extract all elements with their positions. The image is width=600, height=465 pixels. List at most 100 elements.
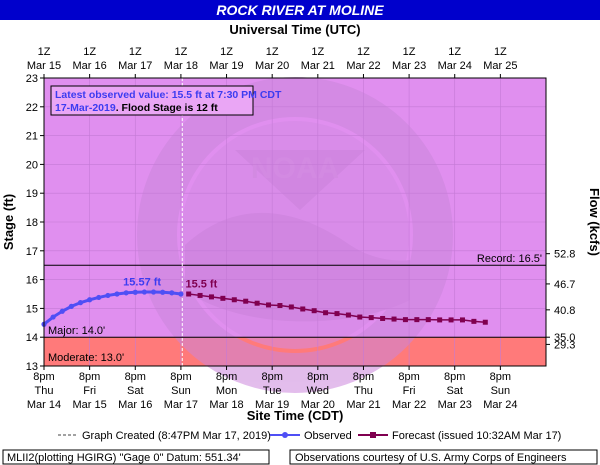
top-tick-utc: 1Z	[83, 46, 96, 58]
footer-credit: Observations courtesy of U.S. Army Corps…	[295, 452, 567, 464]
top-tick-date: Mar 19	[209, 60, 243, 72]
legend: Graph Created (8:47PM Mar 17, 2019) Obse…	[58, 430, 561, 442]
forecast-point	[288, 304, 294, 310]
top-tick-utc: 1Z	[266, 46, 279, 58]
y-tick-label: 20	[26, 159, 38, 171]
x-tick-date: Mar 19	[255, 399, 289, 411]
observed-point	[105, 292, 111, 299]
flood-stage-note: . Flood Stage is 12 ft	[116, 102, 219, 114]
forecast-point	[254, 300, 260, 306]
x-tick-weekday: Fri	[403, 385, 416, 397]
x-tick-time: 8pm	[261, 371, 282, 383]
x-tick-weekday: Mon	[216, 385, 237, 397]
forecast-point	[448, 317, 454, 323]
observed-point	[132, 289, 138, 295]
top-tick-date: Mar 17	[118, 60, 152, 72]
x-tick-date: Mar 23	[438, 399, 472, 411]
svg-text:NOAA: NOAA	[251, 152, 339, 185]
forecast-point	[231, 297, 237, 303]
noaa-logo-watermark: NOAA	[137, 77, 453, 393]
y-tick-label: 13	[26, 361, 38, 373]
legend-observed-label: Observed	[304, 430, 352, 442]
observed-point	[123, 290, 129, 296]
bottom-axis-title: Site Time (CDT)	[247, 408, 344, 423]
top-tick-date: Mar 18	[164, 60, 198, 72]
x-tick-weekday: Sun	[171, 385, 191, 397]
legend-forecast-dot	[370, 432, 376, 438]
x-tick-time: 8pm	[125, 371, 146, 383]
forecast-point	[345, 312, 351, 318]
x-tick-weekday: Fri	[83, 385, 96, 397]
forecast-point	[266, 302, 272, 308]
forecast-point	[311, 308, 317, 314]
forecast-point	[357, 314, 363, 320]
observed-point	[169, 290, 175, 296]
title-bar	[0, 0, 600, 20]
forecast-point	[300, 306, 306, 312]
legend-observed-dot	[282, 432, 288, 438]
top-tick-date: Mar 23	[392, 60, 426, 72]
x-tick-time: 8pm	[490, 371, 511, 383]
y-tick-label: 18	[26, 217, 38, 229]
y-tick-label: 19	[26, 188, 38, 200]
top-axis-title: Universal Time (UTC)	[229, 22, 360, 37]
y-tick-label: 21	[26, 131, 38, 143]
forecast-point	[459, 317, 465, 323]
forecast-point	[437, 317, 443, 323]
y-tick-label: 17	[26, 246, 38, 258]
x-tick-time: 8pm	[444, 371, 465, 383]
forecast-point	[243, 298, 249, 304]
x-tick-date: Mar 21	[346, 399, 380, 411]
forecast-point	[186, 291, 192, 297]
x-tick-time: 8pm	[33, 371, 54, 383]
y-tick-label: 15	[26, 303, 38, 315]
top-tick-utc: 1Z	[129, 46, 142, 58]
top-tick-utc: 1Z	[403, 46, 416, 58]
top-tick-date: Mar 24	[438, 60, 472, 72]
top-tick-utc: 1Z	[494, 46, 507, 58]
forecast-point	[208, 294, 214, 300]
forecast-point	[220, 295, 226, 301]
threshold-label-major: Major: 14.0'	[48, 325, 105, 337]
observed-point	[114, 291, 120, 297]
y-axis-title: Stage (ft)	[1, 194, 16, 250]
observed-point	[77, 300, 84, 306]
top-tick-date: Mar 25	[483, 60, 517, 72]
y2-tick-label: 29.3	[554, 339, 575, 351]
x-tick-time: 8pm	[353, 371, 374, 383]
x-tick-time: 8pm	[307, 371, 328, 383]
x-tick-weekday: Tue	[263, 385, 282, 397]
top-tick-utc: 1Z	[448, 46, 461, 58]
observed-point	[150, 289, 157, 295]
top-tick-utc: 1Z	[174, 46, 187, 58]
forecast-point	[425, 317, 431, 323]
x-tick-date: Mar 15	[73, 399, 107, 411]
x-tick-date: Mar 16	[118, 399, 152, 411]
forecast-point	[197, 292, 203, 298]
footer-left-box	[2, 449, 270, 465]
y2-tick-label: 40.8	[554, 305, 575, 317]
observed-value-label: 15.57 ft	[123, 277, 161, 289]
y-tick-label: 23	[26, 73, 38, 85]
observed-point	[68, 303, 74, 309]
top-tick-utc: 1Z	[357, 46, 370, 58]
observed-point	[178, 291, 184, 297]
x-tick-weekday: Sun	[491, 385, 511, 397]
forecast-point	[414, 317, 420, 323]
top-tick-utc: 1Z	[311, 46, 324, 58]
x-tick-date: Mar 18	[209, 399, 243, 411]
forecast-point	[471, 318, 477, 324]
legend-created-label: Graph Created (8:47PM Mar 17, 2019)	[82, 430, 271, 442]
x-tick-date: Mar 14	[27, 399, 61, 411]
top-tick-date: Mar 15	[27, 60, 61, 72]
forecast-value-label: 15.5 ft	[185, 279, 217, 291]
forecast-point	[323, 310, 329, 316]
observed-point	[141, 289, 147, 295]
observed-point	[160, 289, 166, 295]
latest-value-box: Latest observed value: 15.5 ft at 7:30 P…	[50, 85, 282, 116]
forecast-point	[391, 316, 397, 322]
forecast-point	[482, 319, 488, 325]
forecast-point	[334, 311, 340, 317]
forecast-point	[402, 317, 408, 323]
